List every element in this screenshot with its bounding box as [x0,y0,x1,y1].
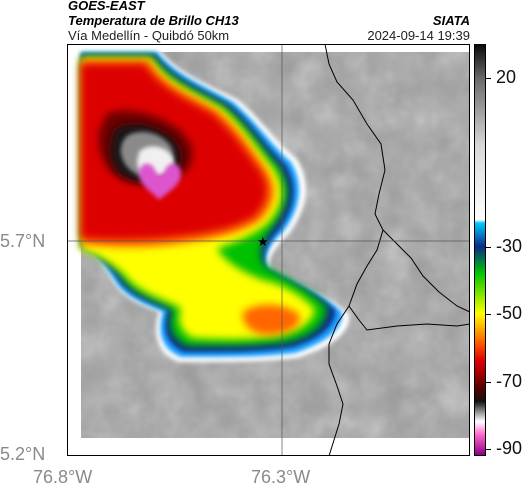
datetime-label: 2024-09-14 19:39 [367,28,470,43]
colorbar-tick-label: 20 [496,66,517,87]
colorbar-tick [486,449,491,451]
colorbar-tick-label: -70 [496,370,523,391]
agency-label: SIATA [432,13,470,28]
lat-label: 5.2°N [0,444,46,464]
region-subtitle: Vía Medellín - Quibdó 50km [68,28,230,43]
colorbar-tick-label: -50 [496,303,523,324]
colorbar-tick [486,381,491,383]
border-line [324,44,470,313]
product-title: Temperatura de Brillo CH13 [68,13,239,28]
colorbar-tick [486,314,491,316]
colorbar-tick-label: -30 [496,235,523,256]
lon-label: 76.3°W [251,467,311,487]
brightness-temperature-map: ★ [67,44,470,456]
colorbar [474,44,486,456]
colorbar-tick [486,246,491,248]
colorbar-tick [486,77,491,79]
coldest-core [139,163,181,200]
lon-label: 76.8°W [33,467,93,487]
colorbar-tick-label: -90 [496,438,523,459]
map-panel: ★ [67,44,470,456]
lat-label: 5.7°N [0,231,46,251]
satellite-title: GOES-EAST [68,0,145,13]
star-icon: ★ [257,235,269,250]
